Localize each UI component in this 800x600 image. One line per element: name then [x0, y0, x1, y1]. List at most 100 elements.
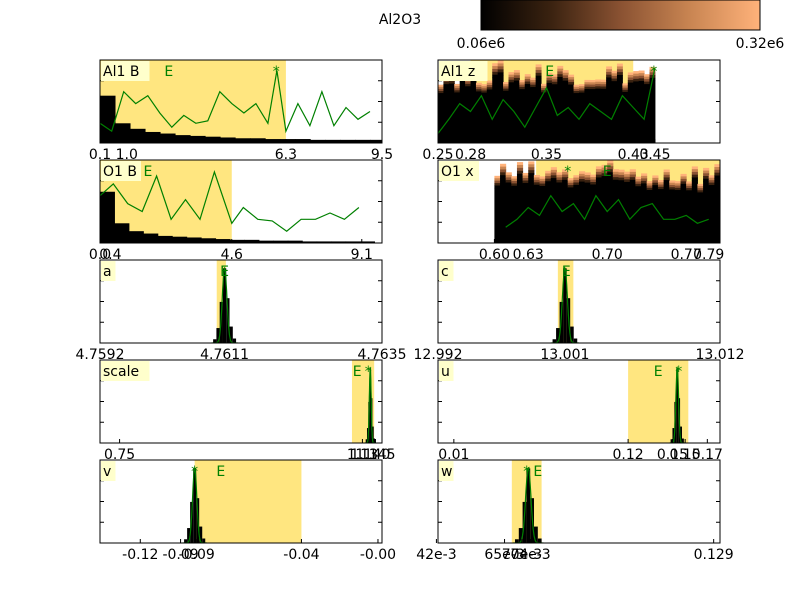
density-cell — [573, 184, 580, 188]
x-tick-label: 4.7592 — [76, 347, 125, 363]
panel-label-bg — [439, 61, 488, 81]
density-cell — [612, 179, 619, 183]
hist-bar — [676, 368, 679, 443]
density-cell — [539, 185, 546, 189]
density-cell — [680, 176, 687, 180]
density-cell — [573, 90, 580, 94]
density-cell — [579, 171, 586, 175]
density-cell — [595, 174, 603, 178]
density-cell — [528, 167, 535, 171]
density-cell — [454, 88, 461, 91]
density-column — [629, 169, 636, 243]
density-cell — [611, 73, 618, 77]
panel-label-text: scale — [103, 364, 139, 380]
density-cell — [618, 174, 625, 179]
hist-bar — [514, 539, 519, 543]
density-cell — [691, 169, 698, 173]
hist-bar — [232, 338, 237, 343]
band — [216, 260, 226, 343]
x-tick-label: -0.09 — [179, 547, 215, 563]
density-cell — [562, 80, 569, 84]
density-cell — [622, 91, 629, 95]
panel-frame — [99, 259, 383, 344]
panel-plot — [182, 460, 302, 543]
density-cell — [649, 75, 656, 79]
density-cell — [674, 187, 682, 191]
x-tick-label: 65e-3 — [484, 547, 524, 563]
density-cell — [516, 164, 524, 169]
density-cell — [533, 182, 541, 186]
x-tick-label: 70e-3 — [502, 547, 542, 563]
density-column — [486, 80, 493, 143]
hist-bar — [230, 239, 245, 243]
density-cell — [686, 185, 693, 189]
trace-line — [438, 67, 656, 134]
density-cell — [465, 88, 472, 143]
density-cell — [669, 191, 676, 243]
density-cell — [579, 86, 585, 89]
density-cell — [674, 183, 682, 187]
density-cell — [644, 74, 650, 78]
hist-bar — [172, 236, 188, 243]
density-column — [657, 179, 665, 243]
density-cell — [573, 180, 580, 183]
density-cell — [652, 175, 659, 179]
hist-bar — [130, 128, 146, 143]
density-cell — [607, 169, 614, 173]
density-cell — [579, 181, 586, 185]
hist-bar — [143, 233, 159, 243]
density-cell — [513, 80, 520, 84]
density-cell — [595, 177, 603, 181]
density-cell — [697, 185, 704, 189]
density-cell — [579, 176, 586, 180]
hist-bar — [355, 139, 371, 143]
density-cell — [622, 89, 629, 93]
density-cell — [584, 88, 591, 92]
density-column — [568, 74, 575, 143]
density-cell — [533, 187, 541, 243]
density-cell — [556, 177, 563, 181]
density-cell — [627, 72, 634, 76]
density-cell — [505, 179, 512, 183]
density-cell — [635, 188, 642, 243]
panel-plot — [511, 460, 544, 543]
density-cell — [633, 84, 640, 143]
density-cell — [622, 94, 629, 143]
density-cell — [557, 74, 564, 78]
trace-line — [505, 194, 709, 228]
panel-label-bg — [101, 161, 141, 181]
density-cell — [644, 86, 650, 143]
density-cell — [708, 185, 715, 188]
x-tick-label: -0.04 — [283, 547, 319, 563]
x-tick-label: 13.001 — [540, 347, 589, 363]
density-column — [530, 77, 537, 143]
density-cell — [627, 80, 634, 84]
density-column — [539, 176, 546, 243]
density-cell — [600, 84, 607, 88]
density-cell — [649, 80, 656, 143]
density-cell — [686, 190, 693, 193]
x-tick-label: 9.1 — [351, 247, 373, 263]
density-cell — [511, 185, 518, 189]
panel-label-bg — [439, 161, 479, 181]
density-cell — [714, 167, 720, 171]
density-cell — [633, 71, 640, 75]
density-column — [519, 80, 526, 143]
density-cell — [584, 82, 591, 85]
density-cell — [573, 175, 580, 179]
density-cell — [633, 73, 640, 77]
density-cell — [465, 86, 472, 90]
density-column — [454, 83, 461, 143]
density-cell — [646, 192, 653, 243]
best-marker: * — [273, 64, 280, 80]
density-cell — [624, 179, 631, 183]
density-cell — [584, 182, 591, 186]
panel-3: O1 x * E 0.60 0.63 0.70 0.770.79 — [437, 159, 724, 263]
density-cell — [589, 80, 596, 83]
density-cell — [522, 180, 529, 184]
density-cell — [589, 84, 596, 88]
panel-label-text: Al1 B — [103, 64, 139, 80]
density-cell — [505, 174, 512, 178]
density-cell — [618, 169, 625, 173]
density-cell — [551, 81, 558, 85]
